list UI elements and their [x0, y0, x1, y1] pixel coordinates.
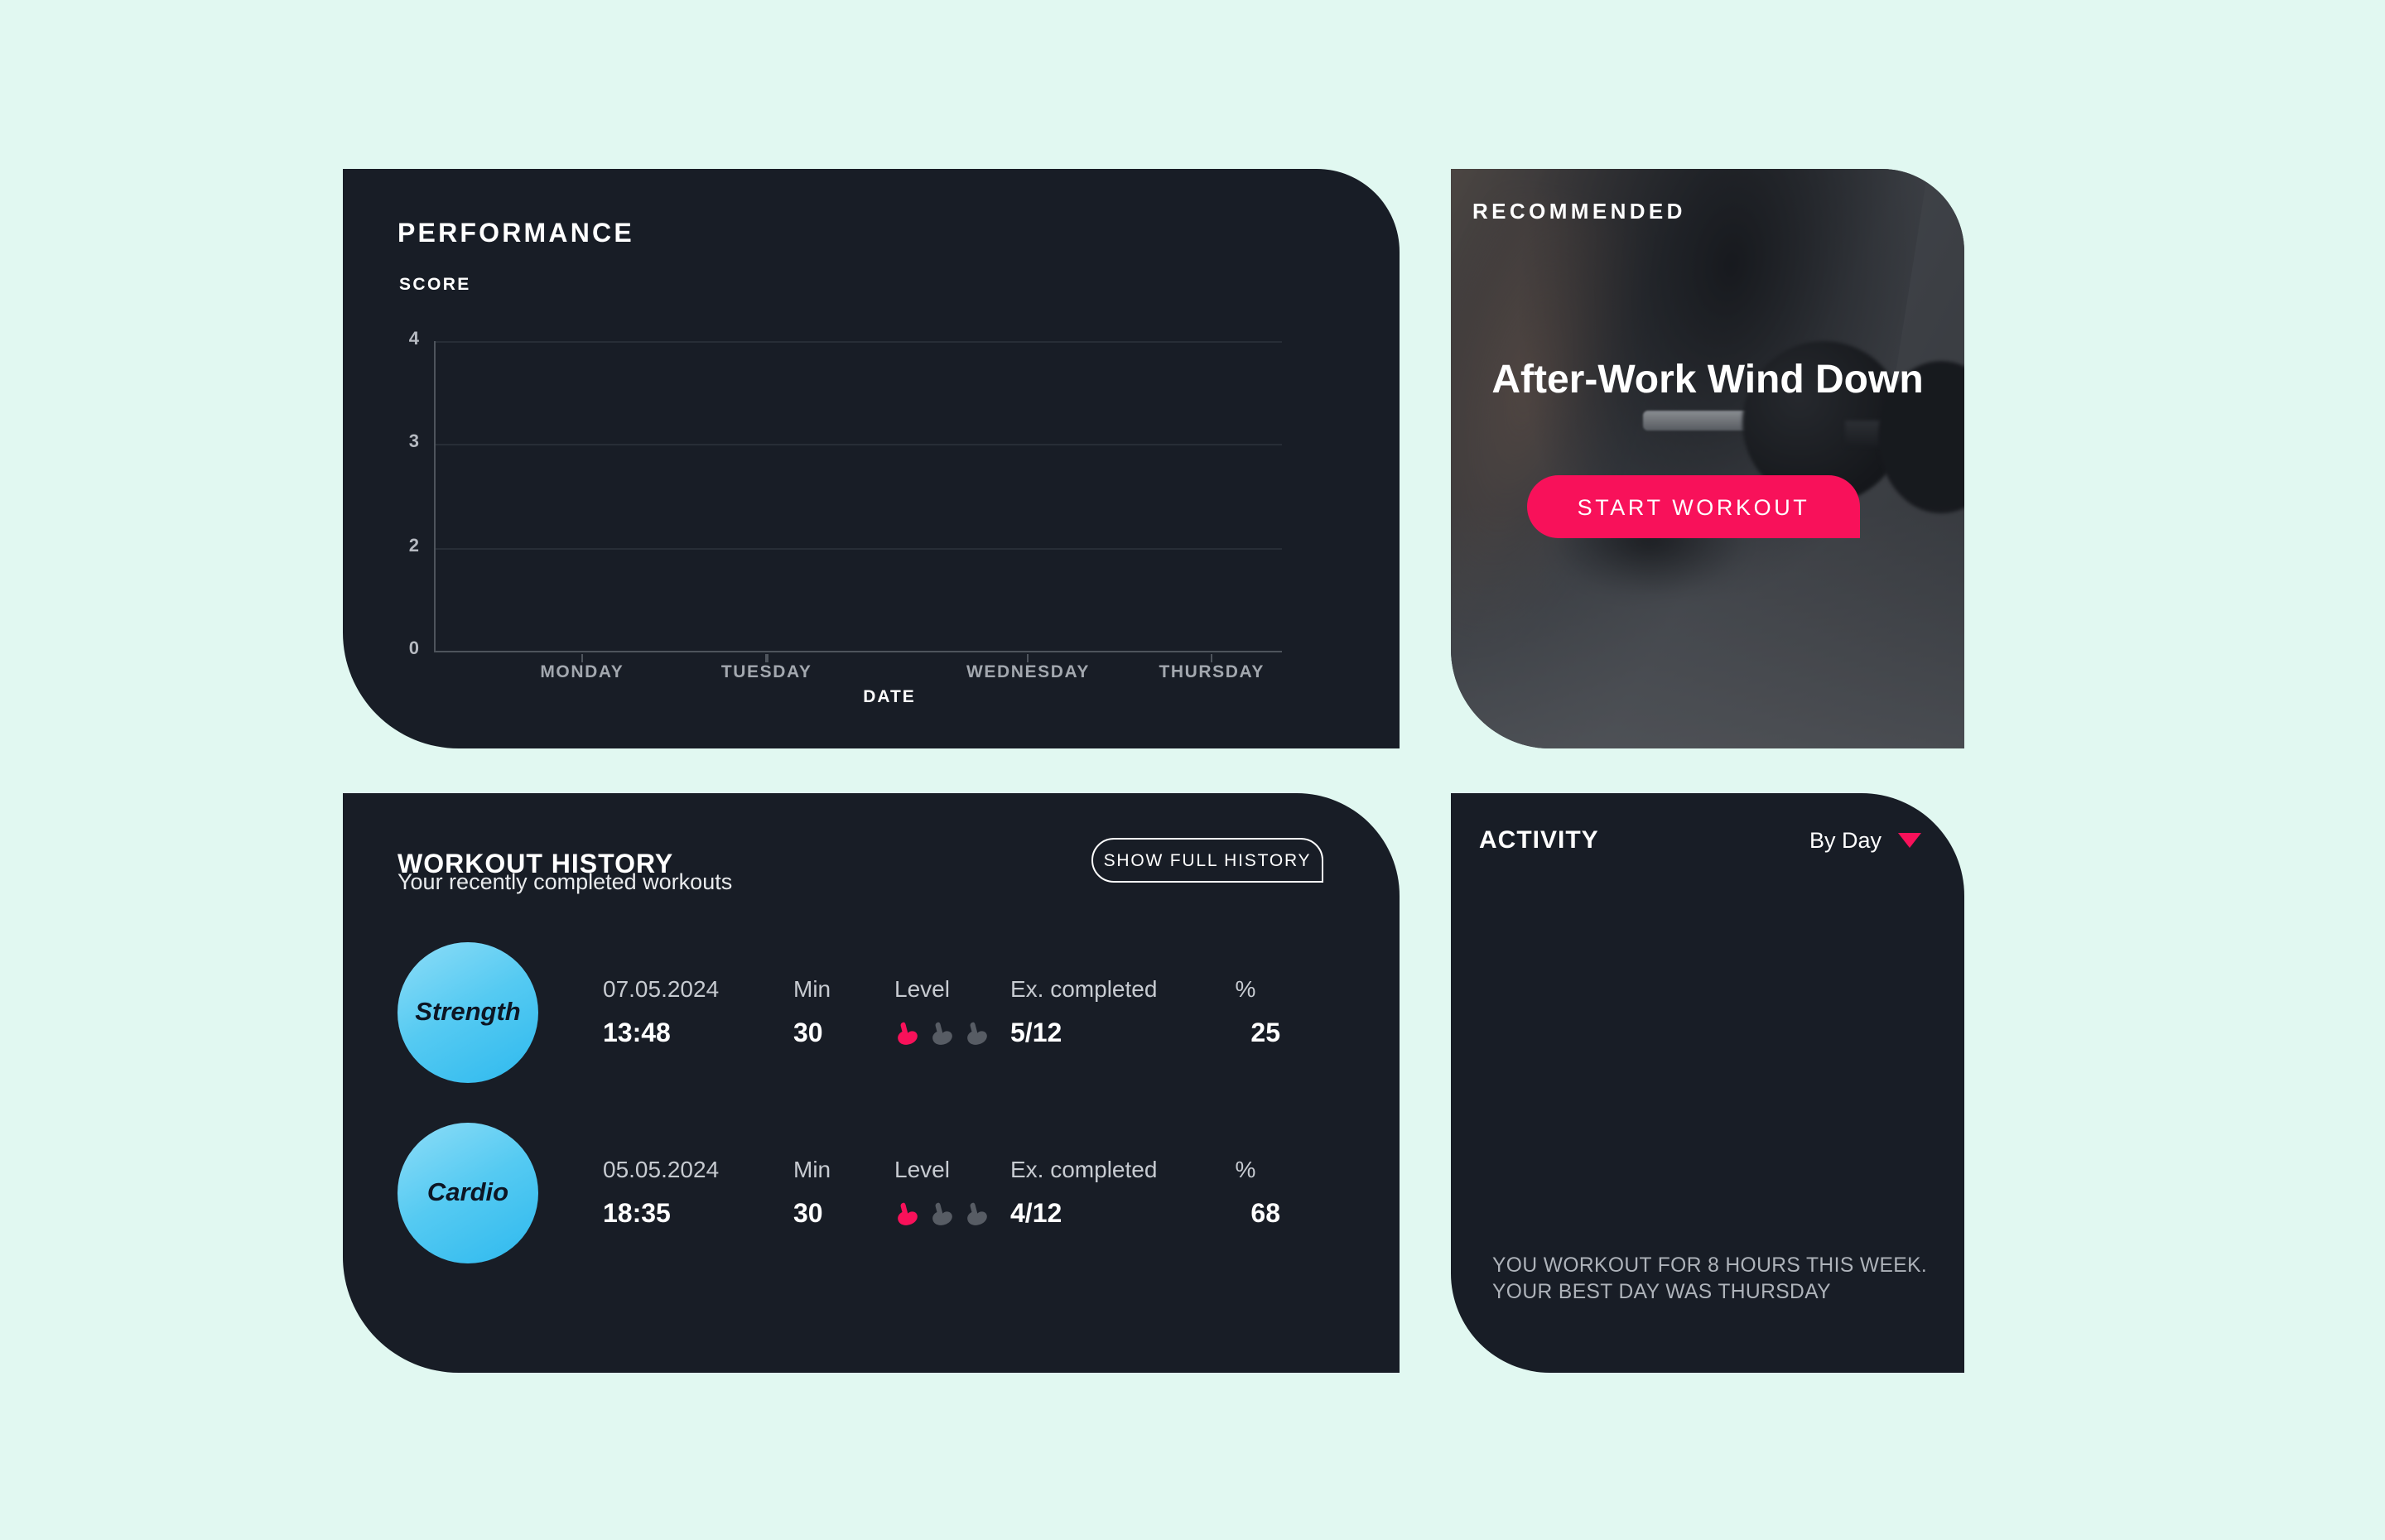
recommended-panel: RECOMMENDED After-Work Wind Down START W… — [1451, 169, 1964, 748]
percent-header: % — [1235, 1156, 1256, 1182]
activity-summary: YOU WORKOUT FOR 8 HOURS THIS WEEK. YOUR … — [1492, 1252, 1933, 1305]
x-tick-label: THURSDAY — [1159, 662, 1265, 682]
workout-type-label: Strength — [415, 998, 521, 1026]
chart-y-axis-title: SCORE — [399, 275, 471, 295]
y-tick-label: 4 — [408, 330, 419, 349]
percent-column: % 68 — [1211, 1156, 1280, 1230]
gridline — [435, 444, 1281, 446]
minutes-header: Min — [793, 1156, 831, 1182]
flexed-arm-icon — [964, 1020, 992, 1048]
x-tick-mark — [765, 653, 768, 662]
y-tick-label: 2 — [408, 536, 419, 556]
x-tick-mark — [1026, 653, 1029, 662]
workout-history-title: WORKOUT HISTORY — [398, 851, 674, 880]
x-tick-mark — [1210, 653, 1213, 662]
photo-floor — [1451, 505, 1964, 748]
flexed-arm-icon — [894, 1020, 923, 1048]
summary-line: YOUR BEST DAY WAS THURSDAY — [1492, 1280, 1831, 1303]
date-column: 07.05.2024 13:48 — [603, 975, 719, 1050]
level-column: Level — [894, 975, 992, 1050]
minutes-column: Min 30 — [793, 1156, 831, 1230]
workout-history-row: 07.05.2024 13:48 Min 30 Level Ex. comple… — [343, 975, 1400, 1075]
by-day-filter-dropdown[interactable]: By Day — [1800, 826, 1931, 854]
level-icons — [894, 1199, 992, 1230]
exercises-header: Ex. completed — [1010, 975, 1158, 1002]
activity-header: ACTIVITY By Day — [1479, 826, 1931, 854]
minutes-value: 30 — [793, 1201, 823, 1229]
performance-chart — [433, 341, 1281, 652]
x-tick-mark — [581, 653, 584, 662]
percent-value: 68 — [1250, 1201, 1280, 1229]
recommended-label: RECOMMENDED — [1472, 199, 1686, 224]
date-column: 05.05.2024 18:35 — [603, 1156, 719, 1230]
chart-x-axis-title: DATE — [863, 687, 916, 707]
performance-title: PERFORMANCE — [398, 220, 634, 249]
exercises-column: Ex. completed 4/12 — [1010, 1156, 1157, 1230]
activity-panel: ACTIVITY By Day YOU WORKOUT FOR 8 HOURS … — [1451, 793, 1964, 1373]
recommended-workout-title: After-Work Wind Down — [1491, 358, 1924, 402]
exercises-value: 5/12 — [1010, 1020, 1062, 1048]
percent-header: % — [1235, 975, 1256, 1002]
filter-label: By Day — [1809, 828, 1882, 853]
exercises-header: Ex. completed — [1010, 1156, 1158, 1182]
percent-column: % 25 — [1211, 975, 1280, 1050]
workout-type-badge: Strength — [398, 942, 538, 1083]
flexed-arm-icon — [894, 1201, 923, 1229]
minutes-column: Min 30 — [793, 975, 831, 1050]
workout-history-subtitle: Your recently completed workouts — [398, 869, 733, 894]
flexed-arm-icon — [964, 1201, 992, 1229]
summary-line: YOU WORKOUT FOR 8 HOURS THIS WEEK. — [1492, 1254, 1928, 1277]
workout-history-row: 05.05.2024 18:35 Min 30 Level Ex. comple… — [343, 1156, 1400, 1255]
exercises-column: Ex. completed 5/12 — [1010, 975, 1157, 1050]
workout-date: 05.05.2024 — [603, 1156, 720, 1182]
flexed-arm-icon — [929, 1020, 957, 1048]
level-icons — [894, 1018, 992, 1050]
level-column: Level — [894, 1156, 992, 1230]
percent-value: 25 — [1250, 1020, 1280, 1048]
flexed-arm-icon — [929, 1201, 957, 1229]
level-header: Level — [894, 975, 950, 1002]
photo-dark-overlay — [1451, 169, 1964, 748]
gridline — [435, 547, 1281, 550]
minutes-value: 30 — [793, 1020, 823, 1048]
x-tick-label: MONDAY — [540, 662, 624, 682]
level-header: Level — [894, 1156, 950, 1182]
minutes-header: Min — [793, 975, 831, 1002]
activity-title: ACTIVITY — [1479, 826, 1599, 854]
performance-panel: PERFORMANCE SCORE DATE 4 3 2 0 MONDAY TUESDAY… — [343, 169, 1400, 748]
workout-photo — [1451, 169, 1964, 748]
x-tick-label: TUESDAY — [720, 662, 812, 682]
workout-time: 18:35 — [603, 1201, 671, 1229]
start-workout-button[interactable]: START WORKOUT — [1527, 475, 1860, 538]
y-tick-label: 0 — [408, 639, 419, 659]
workout-date: 07.05.2024 — [603, 975, 720, 1002]
workout-history-panel: WORKOUT HISTORY Your recently completed … — [343, 793, 1400, 1373]
y-tick-label: 3 — [408, 432, 419, 453]
gridline — [435, 341, 1281, 343]
x-tick-label: WEDNESDAY — [966, 662, 1090, 682]
show-full-history-button[interactable]: SHOW FULL HISTORY — [1091, 838, 1323, 883]
workout-type-label: Cardio — [426, 1178, 509, 1206]
workout-time: 13:48 — [603, 1020, 671, 1048]
triangle-down-icon — [1898, 833, 1921, 848]
exercises-value: 4/12 — [1010, 1201, 1062, 1229]
workout-type-badge: Cardio — [398, 1123, 538, 1263]
